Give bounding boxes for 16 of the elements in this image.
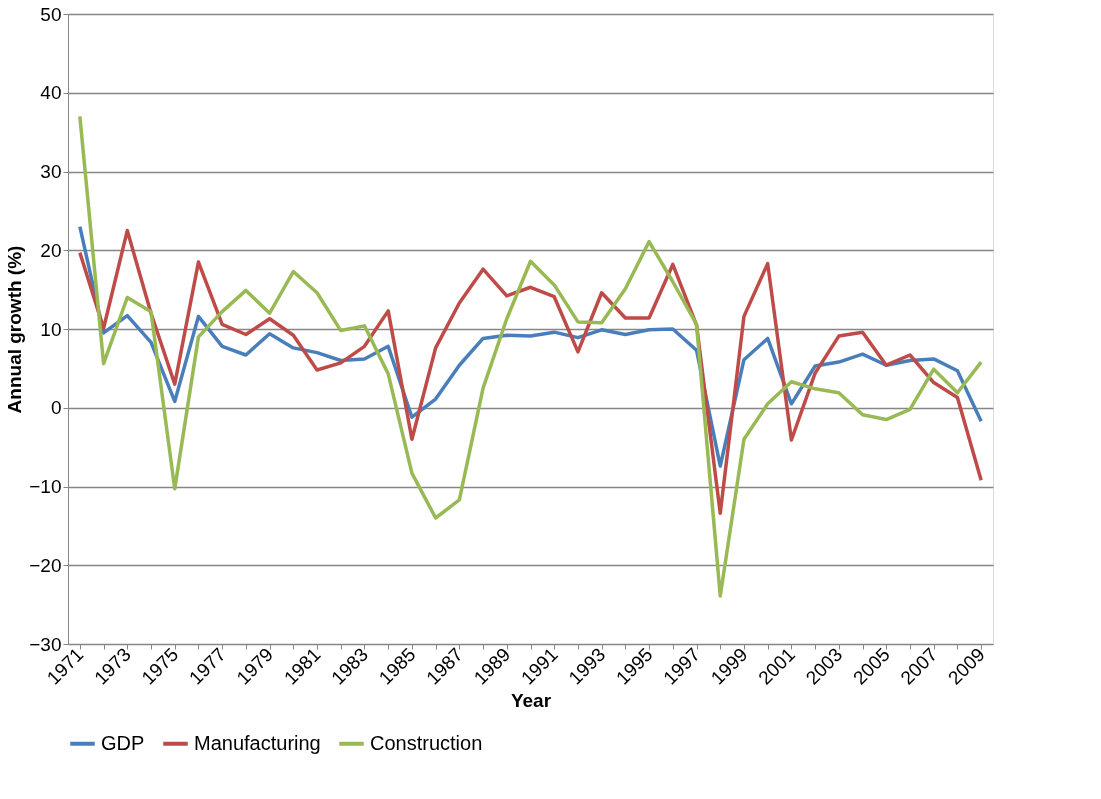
y-axis-title: Annual growth (%) — [4, 245, 26, 414]
y-tick-label: −30 — [29, 633, 62, 655]
legend-label: Manufacturing — [194, 731, 321, 754]
x-axis-title: Year — [510, 690, 552, 712]
line-series — [78, 114, 983, 598]
y-tick-label: −20 — [29, 554, 62, 576]
line-series — [78, 228, 983, 516]
y-tick-label: 50 — [40, 3, 62, 25]
legend-label: GDP — [101, 731, 145, 754]
y-tick-label: 0 — [50, 397, 62, 419]
legend-label: Construction — [370, 731, 483, 754]
y-tick-label: 10 — [40, 318, 62, 340]
y-tick-label: 30 — [40, 161, 62, 182]
y-tick-label: 20 — [40, 239, 62, 261]
y-tick-label: −10 — [29, 476, 62, 497]
y-tick-label: 40 — [40, 82, 62, 104]
